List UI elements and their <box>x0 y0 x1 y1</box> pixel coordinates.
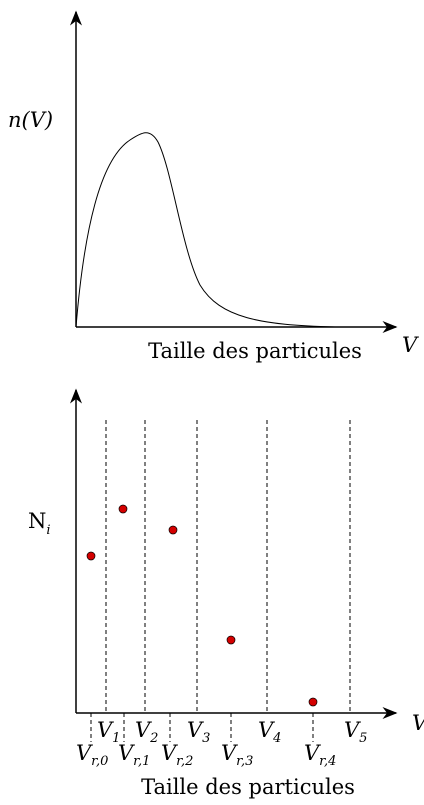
label-main: V <box>304 741 321 765</box>
rep-label: Vr,2 <box>161 741 193 769</box>
bottom-plot: Ni Taille des particules V V1V2V3V4V5Vr,… <box>28 388 424 799</box>
label-main: V <box>135 718 152 742</box>
bound-label: V4 <box>258 718 281 746</box>
point <box>118 504 128 514</box>
rep-label: Vr,3 <box>221 741 253 769</box>
label-sub: r,4 <box>319 754 336 769</box>
label-main: V <box>97 718 114 742</box>
rep-label: Vr,1 <box>118 741 150 769</box>
label-main: V <box>118 741 135 765</box>
label-sub: 2 <box>149 731 158 746</box>
label-sub: 4 <box>272 731 281 746</box>
label-sub: 1 <box>112 731 120 746</box>
label-sub: r,1 <box>133 754 150 769</box>
bound-label: V1 <box>97 718 120 746</box>
point <box>168 525 178 535</box>
label-sub: 5 <box>359 731 367 746</box>
label-sub: r,0 <box>91 754 108 769</box>
rep-label: Vr,0 <box>76 741 108 769</box>
bound-label: V2 <box>135 718 158 746</box>
y-label: Ni <box>28 509 51 538</box>
x-caption: Taille des particules <box>148 339 362 363</box>
label-main: V <box>221 741 238 765</box>
bound-label: V5 <box>344 718 367 746</box>
label-sub: i <box>46 523 50 538</box>
point <box>226 635 236 645</box>
top-plot: n(V) Taille des particules V <box>8 10 419 363</box>
bin-bounds <box>90 420 351 742</box>
x-symbol: V <box>412 711 424 735</box>
point <box>86 551 96 561</box>
label-sub: r,2 <box>176 754 193 769</box>
label-main: V <box>161 741 178 765</box>
x-symbol: V <box>402 333 419 357</box>
label-main: V <box>76 741 93 765</box>
label-main: V <box>258 718 275 742</box>
bound-label: V3 <box>187 718 210 746</box>
label-main: V <box>344 718 361 742</box>
distribution-curve <box>75 132 336 328</box>
label-main: N <box>28 509 46 533</box>
y-label: n(V) <box>8 108 53 132</box>
rep-label: Vr,4 <box>304 741 336 769</box>
label-main: V <box>187 718 204 742</box>
label-sub: r,3 <box>236 754 253 769</box>
label-sub: 3 <box>202 731 210 746</box>
point <box>308 697 318 707</box>
x-caption: Taille des particules <box>141 775 355 799</box>
points <box>86 504 318 707</box>
